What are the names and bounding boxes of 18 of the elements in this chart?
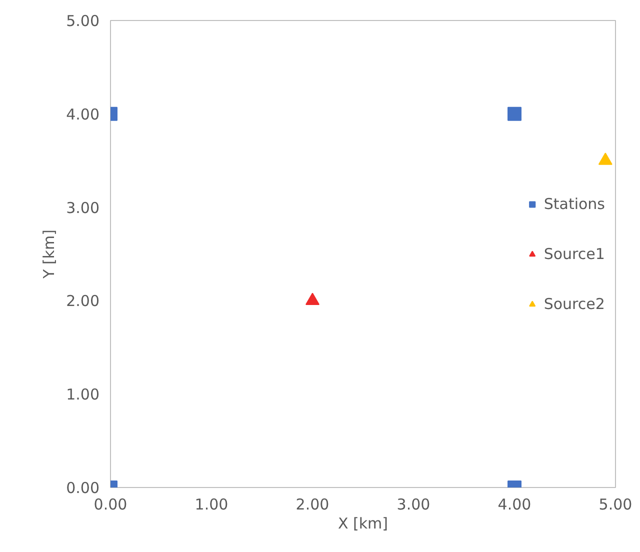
y-tick-label: 0.00 [66,479,100,497]
legend-label: Source2 [544,294,605,312]
y-tick-label: 1.00 [66,386,100,404]
x-tick-label: 5.00 [598,496,632,514]
x-axis-title: X [km] [338,514,388,532]
y-axis-title: Y [km] [40,230,58,280]
y-tick-label: 5.00 [66,12,100,30]
legend-label: Source1 [544,244,605,262]
legend-label: Stations [544,194,605,212]
point [598,152,612,165]
x-tick-label: 1.00 [194,496,228,514]
x-tick-label: 0.00 [94,496,128,514]
x-tick-label: 2.00 [296,496,330,514]
x-tick-label: 4.00 [498,496,532,514]
y-tick-label: 2.00 [66,292,100,310]
y-tick-label: 3.00 [66,198,100,217]
x-tick-label: 3.00 [396,496,430,514]
y-tick-label: 4.00 [66,105,100,124]
